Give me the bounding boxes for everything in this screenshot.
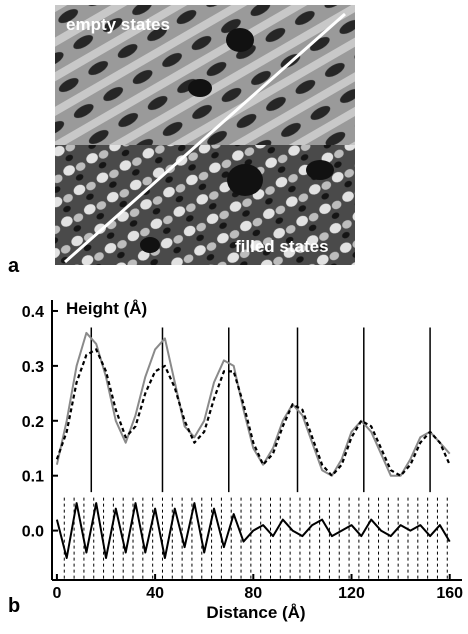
x-axis-label: Distance (Å) — [206, 603, 305, 622]
data-line — [55, 331, 451, 477]
y-axis-label: Height (Å) — [66, 299, 147, 318]
image-label: empty states — [66, 15, 170, 34]
panel-label: a — [8, 255, 20, 277]
y-tick-label: 0.4 — [22, 304, 44, 321]
stm-image — [55, 5, 355, 265]
y-tick-label: 0.2 — [22, 414, 44, 431]
x-tick-label: 0 — [52, 585, 61, 602]
y-tick-label: 0.1 — [22, 469, 44, 486]
y-tick-label: 0.0 — [22, 524, 44, 541]
data-line — [55, 348, 451, 477]
data-line — [55, 502, 451, 559]
x-tick-label: 40 — [146, 585, 164, 602]
y-tick-label: 0.3 — [22, 359, 44, 376]
panel-label: b — [8, 595, 20, 617]
x-tick-label: 120 — [338, 585, 365, 602]
x-tick-label: 160 — [436, 585, 463, 602]
x-tick-label: 80 — [244, 585, 262, 602]
image-label: filled states — [235, 237, 329, 256]
